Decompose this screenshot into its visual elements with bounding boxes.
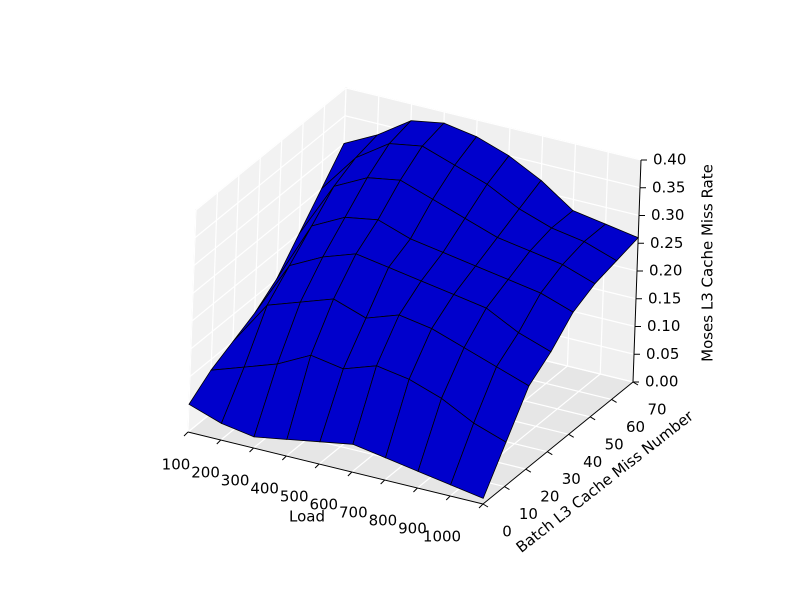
axis-line <box>482 381 634 505</box>
x-tick-label: 100 <box>162 456 191 474</box>
y-tick-label: 70 <box>647 401 666 419</box>
tick-mark <box>611 398 617 403</box>
grid-line <box>192 170 344 294</box>
tick-mark <box>281 455 287 461</box>
tick-mark <box>380 479 386 485</box>
x-tick-label: 400 <box>250 480 279 498</box>
grid-line <box>195 87 347 211</box>
x-tick-label: 600 <box>309 496 338 514</box>
tick-mark <box>525 468 532 473</box>
y-tick-label: 60 <box>626 418 645 436</box>
x-tick-label: 200 <box>191 464 220 482</box>
grid-line <box>193 143 345 266</box>
x-tick-label: 800 <box>369 512 398 530</box>
grid-line <box>345 87 642 161</box>
tick-mark <box>547 451 553 456</box>
tick-mark <box>478 503 484 509</box>
z-tick-label: 0.40 <box>653 151 686 169</box>
tick-mark <box>482 503 489 508</box>
y-tick-label: 50 <box>605 435 624 453</box>
z-tick-label: 0.15 <box>648 289 681 307</box>
x-tick-label: 1000 <box>423 528 461 546</box>
tick-mark <box>504 486 510 491</box>
tick-mark <box>249 447 254 453</box>
z-tick-label: 0.20 <box>649 262 682 280</box>
tick-mark <box>568 433 574 438</box>
x-tick-label: 900 <box>398 520 427 538</box>
y-tick-label: 20 <box>540 488 559 506</box>
grid-line <box>194 115 346 239</box>
tick-mark <box>413 487 418 493</box>
z-tick-label: 0.30 <box>651 206 684 224</box>
tick-mark <box>216 439 222 445</box>
axis-line <box>632 159 642 383</box>
x-tick-label: 300 <box>221 472 250 490</box>
surface-face <box>450 422 507 499</box>
tick-mark <box>347 471 353 477</box>
y-tick-label: 0 <box>502 523 512 541</box>
y-tick-label: 40 <box>583 453 602 471</box>
z-tick-label: 0.10 <box>647 317 680 335</box>
axis-line <box>187 431 484 505</box>
tick-mark <box>445 495 451 501</box>
tick-mark <box>314 463 320 469</box>
x-tick-label: 500 <box>280 488 309 506</box>
y-tick-label: 10 <box>519 505 538 523</box>
z-tick-label: 0.05 <box>646 345 679 363</box>
z-axis-label: Moses L3 Cache Miss Rate <box>699 164 717 362</box>
y-tick-label: 30 <box>562 470 581 488</box>
surface <box>188 120 639 499</box>
z-tick-label: 0.25 <box>650 234 683 252</box>
z-tick-label: 0.35 <box>652 178 685 196</box>
x-axis-label: Load <box>289 508 325 526</box>
tick-mark <box>589 416 596 421</box>
z-tick-label: 0.00 <box>645 373 678 391</box>
tick-mark <box>183 431 189 437</box>
x-tick-label: 700 <box>339 504 368 522</box>
